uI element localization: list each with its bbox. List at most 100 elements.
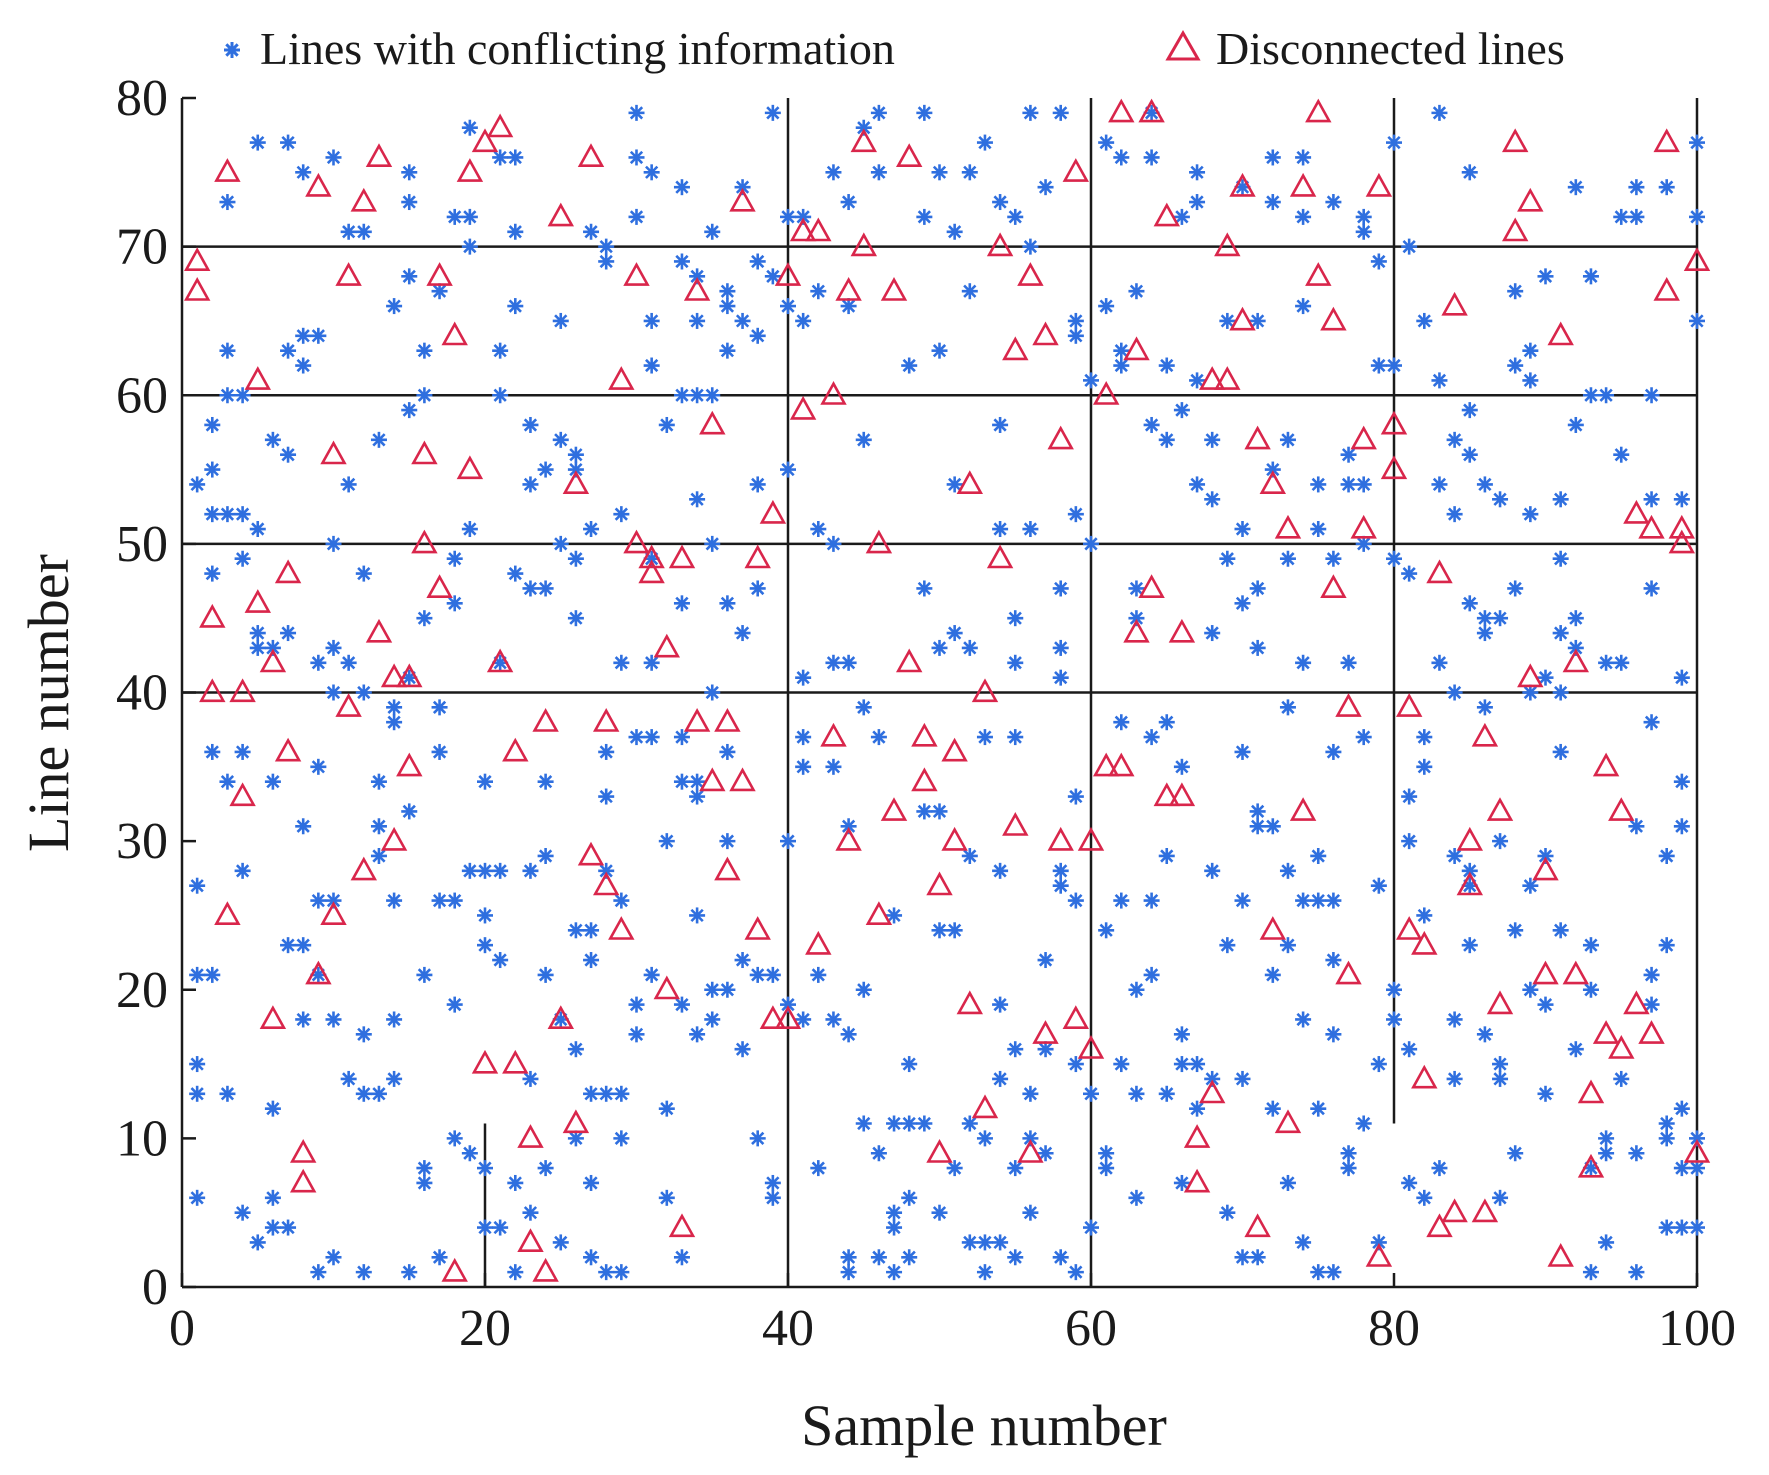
conflicting-point-507 <box>1505 281 1525 301</box>
conflicting-point-131 <box>521 475 540 494</box>
disconnected-point-117 <box>1062 1005 1090 1029</box>
disconnected-point-107 <box>986 544 1014 569</box>
conflicting-point-292 <box>930 920 949 940</box>
conflicting-point-112 <box>475 861 495 881</box>
conflicting-point-392 <box>1202 430 1222 450</box>
conflicting-point-76 <box>384 698 404 717</box>
conflicting-point-142 <box>551 311 571 331</box>
x-tick-label-60: 60 <box>1065 1300 1117 1357</box>
conflicting-point-335 <box>1051 579 1070 598</box>
conflicting-point-138 <box>536 772 555 791</box>
conflicting-point-114 <box>475 935 495 955</box>
conflicting-point-540 <box>1596 385 1616 405</box>
conflicting-point-309 <box>975 1262 995 1282</box>
conflicting-point-311 <box>990 415 1010 435</box>
conflicting-point-24 <box>248 133 268 152</box>
disconnected-point-101 <box>941 826 968 851</box>
disconnected-point-60 <box>638 544 665 569</box>
conflicting-point-40 <box>278 1218 298 1237</box>
disconnected-point-70 <box>714 708 741 732</box>
conflicting-point-210 <box>702 683 722 702</box>
disconnected-point-116 <box>1062 158 1090 182</box>
disconnected-point-55 <box>592 871 620 896</box>
conflicting-point-570 <box>1672 1099 1692 1118</box>
disconnected-point-6 <box>229 678 256 703</box>
conflicting-point-463 <box>1384 356 1404 375</box>
conflicting-point-428 <box>1293 296 1313 316</box>
disconnected-point-29 <box>396 752 423 777</box>
conflicting-point-455 <box>1354 727 1373 747</box>
conflicting-point-466 <box>1384 1010 1404 1029</box>
conflicting-point-11 <box>203 965 222 985</box>
disconnected-point-17 <box>305 960 332 985</box>
disconnected-point-123 <box>1108 752 1135 777</box>
conflicting-point-269 <box>869 163 889 182</box>
disconnected-point-33 <box>426 574 453 599</box>
conflicting-point-354 <box>1096 920 1116 940</box>
disconnected-point-82 <box>805 217 832 242</box>
x-tick-label-100: 100 <box>1658 1300 1736 1357</box>
conflicting-point-249 <box>808 965 828 985</box>
conflicting-point-578 <box>1687 1218 1707 1237</box>
conflicting-point-109 <box>460 861 480 881</box>
disconnected-point-121 <box>1092 752 1120 777</box>
conflicting-point-87 <box>399 1262 419 1282</box>
disconnected-point-61 <box>638 559 665 584</box>
conflicting-point-458 <box>1369 356 1389 375</box>
conflicting-point-7 <box>203 460 222 479</box>
conflicting-point-15 <box>218 504 237 524</box>
disconnected-point-47 <box>532 1257 559 1282</box>
disconnected-point-25 <box>365 618 393 643</box>
disconnected-point-85 <box>820 722 847 747</box>
conflicting-point-107 <box>460 237 480 256</box>
conflicting-point-91 <box>415 965 434 985</box>
conflicting-point-262 <box>839 1262 858 1282</box>
conflicting-point-556 <box>1642 579 1661 598</box>
conflicting-point-534 <box>1581 267 1601 286</box>
conflicting-point-90 <box>415 608 434 628</box>
conflicting-point-63 <box>339 1069 358 1089</box>
conflicting-point-437 <box>1308 1099 1328 1118</box>
disconnected-point-74 <box>744 544 771 569</box>
disconnected-point-146 <box>1289 172 1317 197</box>
conflicting-point-473 <box>1415 311 1434 331</box>
conflicting-point-189 <box>657 1099 677 1118</box>
conflicting-point-386 <box>1187 163 1207 182</box>
disconnected-point-191 <box>1623 990 1650 1015</box>
conflicting-point-78 <box>384 891 404 910</box>
x-axis-label: Sample number <box>801 1393 1167 1458</box>
disconnected-point-73 <box>729 767 756 792</box>
y-tick-label-50: 50 <box>116 516 168 573</box>
conflicting-point-281 <box>899 1188 919 1208</box>
disconnected-point-169 <box>1456 871 1484 896</box>
disconnected-point-133 <box>1183 1168 1211 1193</box>
conflicting-point-8 <box>203 504 222 524</box>
disconnected-point-141 <box>1244 1213 1271 1238</box>
conflicting-point-12 <box>218 192 237 212</box>
conflicting-point-123 <box>490 1218 510 1237</box>
conflicting-point-230 <box>748 1129 768 1148</box>
conflicting-point-432 <box>1293 1233 1313 1252</box>
conflicting-point-492 <box>1460 594 1480 613</box>
conflicting-point-568 <box>1672 772 1692 791</box>
conflicting-point-321 <box>1005 1039 1025 1059</box>
conflicting-point-10 <box>203 742 222 762</box>
conflicting-point-48 <box>309 653 328 673</box>
conflicting-point-545 <box>1611 207 1631 227</box>
conflicting-point-193 <box>672 385 692 405</box>
conflicting-point-555 <box>1642 489 1661 509</box>
conflicting-point-383 <box>1172 1025 1192 1044</box>
conflicting-point-176 <box>627 207 646 227</box>
conflicting-point-325 <box>1021 237 1040 256</box>
disconnected-point-180 <box>1547 321 1574 346</box>
conflicting-point-561 <box>1657 846 1676 866</box>
conflicting-point-239 <box>778 831 798 851</box>
conflicting-point-22 <box>233 861 252 881</box>
conflicting-point-470 <box>1399 831 1419 851</box>
conflicting-point-327 <box>1021 1084 1040 1104</box>
conflicting-point-46 <box>293 1010 313 1029</box>
disconnected-point-167 <box>1441 1198 1468 1223</box>
conflicting-point-518 <box>1536 267 1555 286</box>
conflicting-point-88 <box>415 341 434 360</box>
conflicting-point-363 <box>1127 281 1146 301</box>
